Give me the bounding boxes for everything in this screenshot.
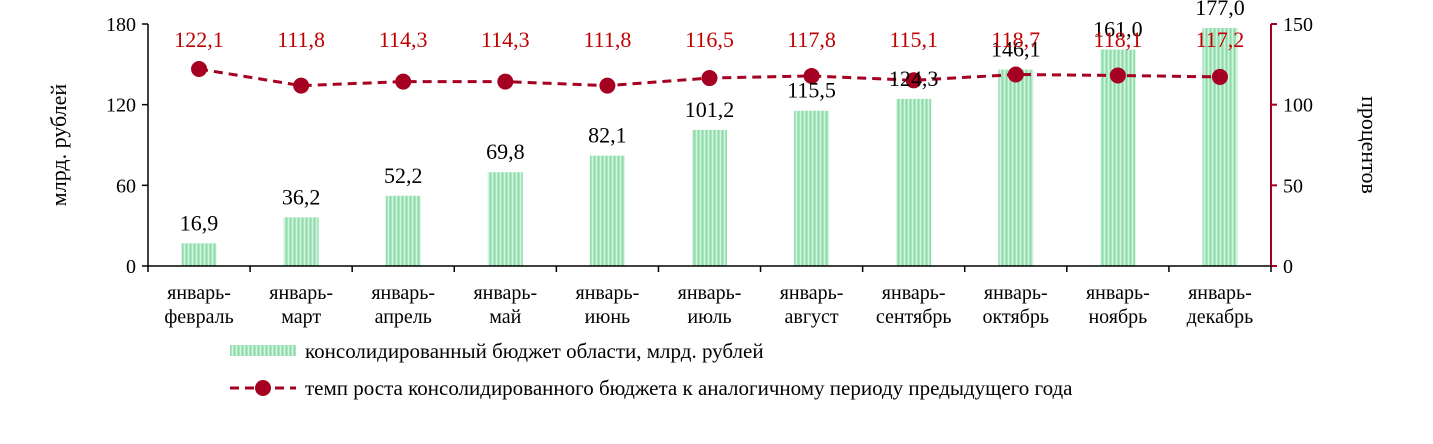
- legend-bar-swatch: [230, 345, 296, 356]
- legend: консолидированный бюджет области, млрд. …: [230, 339, 1073, 400]
- growth-point-5: [599, 77, 616, 94]
- bar-3: [385, 195, 421, 266]
- bar-9: [998, 69, 1034, 267]
- category-label-9: январь-октябрь: [983, 282, 1049, 328]
- legend-line-marker: [255, 380, 271, 396]
- category-label-2: январь-март: [269, 282, 333, 328]
- category-label-5: январь-июнь: [576, 282, 640, 328]
- growth-value-label-4: 114,3: [481, 27, 530, 52]
- category-label-8: январь-сентябрь: [876, 282, 952, 328]
- growth-value-label-9: 118,7: [991, 27, 1040, 52]
- bar-7: [794, 110, 830, 266]
- growth-point-3: [395, 73, 412, 90]
- bar-value-label-11: 177,0: [1195, 0, 1245, 20]
- legend-bar-label: консолидированный бюджет области, млрд. …: [305, 339, 764, 363]
- bar-value-label-1: 16,9: [180, 210, 219, 235]
- right-tick-label-150: 150: [1283, 14, 1313, 36]
- category-label-7: январь-август: [780, 282, 844, 328]
- growth-point-11: [1211, 68, 1228, 85]
- bar-4: [487, 172, 523, 266]
- bar-value-label-8: 124,3: [889, 66, 939, 91]
- right-tick-label-50: 50: [1283, 175, 1303, 197]
- left-tick-label-60: 60: [116, 175, 136, 197]
- bar-value-label-6: 101,2: [685, 97, 735, 122]
- bar-1: [181, 243, 217, 266]
- growth-value-label-8: 115,1: [889, 27, 938, 52]
- growth-value-label-7: 117,8: [787, 27, 836, 52]
- bar-2: [283, 217, 319, 266]
- right-tick-label-100: 100: [1283, 95, 1313, 117]
- growth-value-label-6: 116,5: [685, 27, 734, 52]
- legend-line-label: темп роста консолидированного бюджета к …: [305, 376, 1073, 400]
- category-label-4: январь-май: [473, 282, 537, 328]
- right-axis-title: процентов: [1357, 96, 1382, 194]
- bar-value-label-3: 52,2: [384, 163, 423, 188]
- growth-point-2: [293, 77, 310, 94]
- growth-value-label-5: 111,8: [583, 27, 631, 52]
- bar-8: [896, 98, 932, 266]
- left-axis-title: млрд. рублей: [46, 84, 71, 207]
- growth-point-6: [701, 70, 718, 87]
- category-label-3: январь-апрель: [371, 282, 435, 328]
- bars-layer: [181, 28, 1238, 267]
- bar-value-label-2: 36,2: [282, 184, 321, 209]
- category-label-6: январь-июль: [678, 282, 742, 328]
- bar-5: [589, 155, 625, 266]
- bar-value-label-9: 146,1: [991, 37, 1041, 62]
- bar-value-label-10: 161,0: [1093, 17, 1143, 42]
- growth-value-label-1: 122,1: [174, 27, 224, 52]
- bar-value-label-5: 82,1: [588, 123, 627, 148]
- growth-point-9: [1007, 66, 1024, 83]
- growth-point-7: [803, 67, 820, 84]
- category-label-10: январь-ноябрь: [1086, 282, 1150, 328]
- growth-value-label-2: 111,8: [277, 27, 325, 52]
- left-tick-label-120: 120: [106, 95, 136, 117]
- growth-value-label-11: 117,2: [1196, 27, 1245, 52]
- growth-point-4: [497, 73, 514, 90]
- axes-layer: 0 60 120 180 0 50 100 150 январь-февраль январь-м…: [46, 14, 1382, 328]
- bar-10: [1100, 49, 1136, 266]
- bar-value-label-4: 69,8: [486, 139, 525, 164]
- growth-value-label-10: 118,1: [1094, 27, 1143, 52]
- category-label-1: январь-февраль: [164, 282, 233, 328]
- growth-point-10: [1109, 67, 1126, 84]
- category-label-11: январь-декабрь: [1187, 282, 1254, 328]
- bar-value-label-7: 115,5: [787, 78, 836, 103]
- bar-6: [692, 129, 727, 266]
- labels-layer: 16,9 36,2 52,2 69,8 82,1 101,2 115,5 124,3 146,1…: [174, 0, 1244, 235]
- right-tick-label-0: 0: [1283, 256, 1293, 278]
- growth-value-label-3: 114,3: [379, 27, 428, 52]
- bar-11: [1202, 28, 1238, 267]
- growth-point-1: [191, 61, 208, 78]
- left-tick-label-180: 180: [106, 14, 136, 36]
- left-tick-label-0: 0: [126, 256, 136, 278]
- growth-point-8: [905, 72, 922, 89]
- line-layer: [191, 61, 1228, 94]
